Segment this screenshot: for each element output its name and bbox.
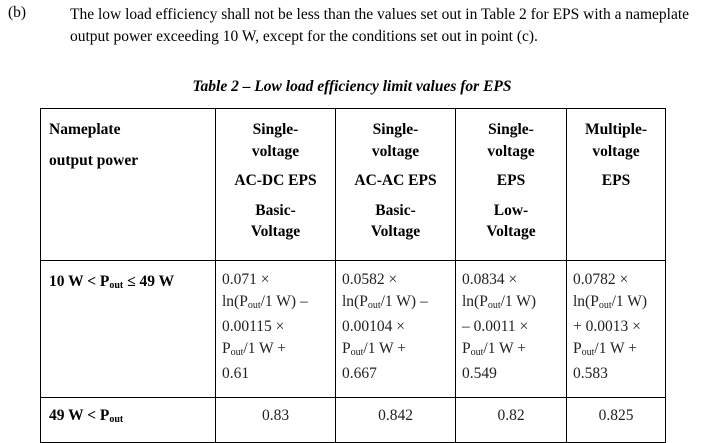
cell-line: + 0.0013 ×	[573, 318, 641, 335]
cell-line: 0.549	[462, 365, 497, 382]
value-cell: 0.825	[566, 397, 666, 443]
header-col-1: Single-voltage AC-DC EPS Basic- Voltage	[215, 108, 336, 261]
formula-cell: 0.0834 × ln(Pout/1 W) – 0.0011 × Pout/1 W +…	[455, 260, 567, 398]
cell-line: Single-	[252, 121, 299, 138]
table-header-row: Nameplate output power Single-voltage AC-…	[40, 108, 666, 261]
value-cell: 0.842	[335, 397, 456, 443]
cell-line: 0.00104 ×	[342, 318, 405, 335]
cell-line: 10 W < Pout ≤ 49 W	[49, 273, 175, 291]
cell-line: 0.842	[378, 407, 413, 424]
header-nameplate: Nameplate output power	[40, 108, 216, 261]
cell-line: Single-	[488, 121, 534, 138]
cell-line: 0.0782 ×	[573, 271, 629, 288]
cell-line: Single-	[372, 121, 419, 138]
cell-line: ln(Pout/1 W) –	[342, 292, 428, 311]
cell-line: Pout/1 W +	[462, 339, 527, 358]
cell-line: Voltage	[250, 223, 301, 240]
header-col-2: Single-voltage AC-AC EPS Basic- Voltage	[335, 108, 456, 261]
cell-line: 0.667	[342, 365, 377, 382]
cell-line: Voltage	[486, 223, 536, 240]
cell-line: EPS	[496, 172, 526, 189]
header-col-4: Multiple-voltage EPS	[566, 108, 666, 261]
formula-cell: 0.071 × ln(Pout/1 W) – 0.00115 × Pout/1 W +…	[215, 260, 336, 398]
value-cell: 0.82	[455, 397, 567, 443]
cell-line: Pout/1 W +	[573, 339, 638, 358]
cell-line: Basic-	[375, 201, 416, 219]
cell-line: Voltage	[370, 223, 421, 240]
cell-line: voltage	[487, 142, 535, 160]
cell-line: 0.0834 ×	[462, 271, 518, 288]
cell-line: Pout/1 W +	[342, 339, 407, 358]
cell-line: 0.583	[573, 365, 608, 382]
cell-line: AC-AC EPS	[354, 172, 437, 189]
cell-line: ln(Pout/1 W)	[573, 292, 648, 311]
cell-line: 0.00115 ×	[222, 318, 285, 335]
efficiency-table: Nameplate output power Single-voltage AC-…	[40, 108, 666, 443]
cell-line: Basic-	[255, 201, 296, 219]
paragraph-label: (b)	[8, 4, 27, 21]
cell-line: voltage	[371, 142, 420, 160]
cell-line: voltage	[251, 142, 300, 160]
header-text: output power	[49, 151, 139, 169]
cell-line: Low-	[493, 201, 529, 219]
row-label: 10 W < Pout ≤ 49 W	[40, 260, 216, 398]
cell-line: EPS	[601, 172, 631, 189]
formula-cell: 0.0582 × ln(Pout/1 W) – 0.00104 × Pout/1 W …	[335, 260, 456, 398]
cell-line: 0.83	[261, 407, 290, 424]
cell-line: ln(Pout/1 W) –	[222, 292, 308, 311]
cell-line: 0.61	[222, 365, 250, 382]
value-cell: 0.83	[215, 397, 336, 443]
cell-line: 0.825	[598, 407, 634, 424]
cell-line: AC-DC EPS	[234, 172, 317, 189]
cell-line: Multiple-	[585, 121, 647, 138]
row-label: 49 W < Pout	[40, 397, 216, 443]
header-text: Nameplate	[49, 121, 121, 138]
cell-line: Pout/1 W +	[222, 339, 287, 358]
cell-line: 49 W < Pout	[49, 407, 124, 425]
cell-line: voltage	[592, 142, 640, 160]
table-caption: Table 2 – Low load efficiency limit valu…	[192, 78, 512, 95]
cell-line: 0.071 ×	[222, 271, 270, 288]
cell-line: 0.0582 ×	[342, 271, 398, 288]
cell-line: 0.82	[497, 407, 525, 424]
header-col-3: Single-voltage EPS Low- Voltage	[455, 108, 567, 261]
formula-cell: 0.0782 × ln(Pout/1 W) + 0.0013 × Pout/1 W +…	[566, 260, 666, 398]
cell-line: – 0.0011 ×	[462, 318, 529, 335]
cell-line: ln(Pout/1 W)	[462, 292, 537, 311]
paragraph-text: The low load efficiency shall not be les…	[70, 6, 690, 45]
table-row: 49 W < Pout 0.83 0.842 0.82 0.825	[40, 397, 666, 443]
table-row: 10 W < Pout ≤ 49 W 0.071 × ln(Pout/1 W) –…	[40, 260, 666, 398]
